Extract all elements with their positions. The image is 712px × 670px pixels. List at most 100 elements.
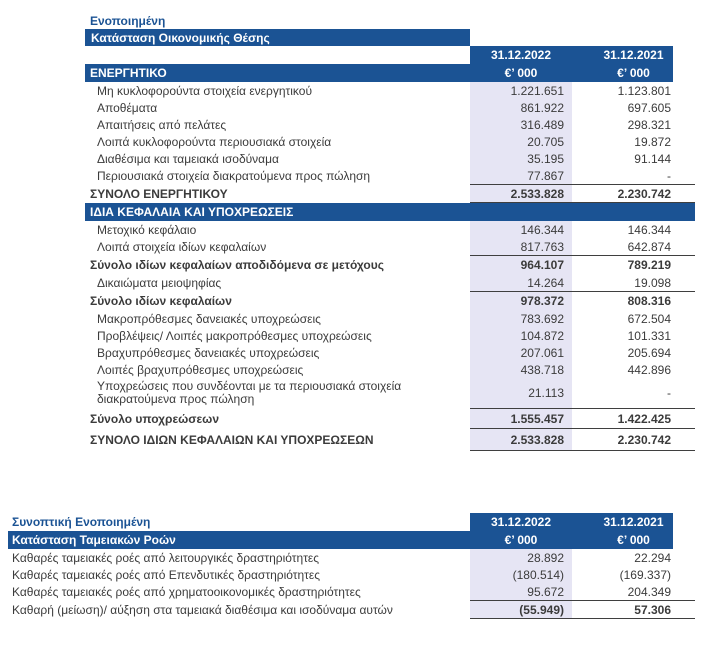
row-label: Αποθέματα <box>97 100 158 115</box>
value-2021: 57.306 <box>634 602 671 617</box>
row-label: Διαθέσιμα και ταμειακά ισοδύναμα <box>97 151 279 166</box>
value-2021: 205.694 <box>627 345 671 360</box>
unit-header-2021: €’ 000 <box>617 533 650 547</box>
row-label: Δικαιώματα μειοψηφίας <box>97 275 222 290</box>
value-2021: 2.230.742 <box>617 186 671 201</box>
section-header-label: ΙΔΙΑ ΚΕΦΑΛΑΙΑ ΚΑΙ ΥΠΟΧΡΕΩΣΕΙΣ <box>90 205 294 219</box>
row-values: 104.872 101.331 <box>470 327 695 344</box>
row-values: 1.555.457 1.422.425 <box>470 408 695 429</box>
table-row: Υποχρεώσεις που συνδέονται με τα περιουσ… <box>85 378 695 408</box>
table-row: Καθαρές ταμειακές ροές από χρηματοοικονο… <box>8 583 695 600</box>
column-header-2022: 31.12.2022 <box>490 515 552 529</box>
value-2021: 91.144 <box>634 151 671 166</box>
statement-scope-title: Ενοποιημένη <box>90 13 166 28</box>
row-label: Μετοχικό κεφάλαιο <box>97 222 197 237</box>
statement-title-row: Κατάσταση Οικονομικής Θέσης <box>85 29 695 46</box>
value-2021: 1.422.425 <box>617 411 671 426</box>
row-values: 2.533.828 2.230.742 <box>470 184 695 203</box>
value-2021: 2.230.742 <box>617 432 671 447</box>
unit-headers: €’ 000 €’ 000 <box>470 64 695 82</box>
table-row: Σύνολο ιδίων κεφαλαίων αποδιδόμενα σε με… <box>85 255 695 274</box>
table-row: Βραχυπρόθεσμες δανειακές υποχρεώσεις 207.… <box>85 344 695 361</box>
row-values: 95.672 204.349 <box>470 583 695 600</box>
column-header-2021: 31.12.2021 <box>603 515 664 529</box>
row-values: 2.533.828 2.230.742 <box>470 429 695 451</box>
unit-header-2022: €’ 000 <box>504 66 538 80</box>
row-values: 783.692 672.504 <box>470 310 695 327</box>
row-values: 28.892 22.294 <box>470 549 695 566</box>
value-2021: 101.331 <box>627 328 671 343</box>
row-label: Μακροπρόθεσμες δανειακές υποχρεώσεις <box>97 311 321 326</box>
row-label: Προβλέψεις/ Λοιπές μακροπρόθεσμες υποχρε… <box>97 328 372 343</box>
table-row: Λοιπά κυκλοφορούντα περιουσιακά στοιχεία… <box>85 133 695 150</box>
cash-flow-rows: Καθαρές ταμειακές ροές από λειτουργικές … <box>8 549 695 619</box>
value-2021: 146.344 <box>627 222 671 237</box>
column-dates-row: 31.12.2022 31.12.2021 <box>85 46 695 64</box>
dates-header-block: 31.12.2022 31.12.2021 <box>470 513 695 531</box>
row-label: Λοιπά κυκλοφορούντα περιουσιακά στοιχεία <box>97 134 332 149</box>
unit-header-2022: €’ 000 <box>504 533 538 547</box>
table-row: Διαθέσιμα και ταμειακά ισοδύναμα 35.195 91… <box>85 150 695 167</box>
row-label: Σύνολο υποχρεώσεων <box>90 411 219 426</box>
value-2022: 964.107 <box>470 256 572 274</box>
value-2022: 20.705 <box>470 133 572 150</box>
value-2021: 808.316 <box>627 294 671 308</box>
row-values: 146.344 146.344 <box>470 221 695 238</box>
value-2021: - <box>667 168 671 183</box>
value-2021: 1.123.801 <box>617 83 671 98</box>
value-2022: 1.221.651 <box>470 82 572 99</box>
table-row: Μη κυκλοφορούντα στοιχεία ενεργητικού 1.2… <box>85 82 695 99</box>
table-row: Δικαιώματα μειοψηφίας 14.264 19.098 <box>85 274 695 291</box>
value-2022: 14.264 <box>470 274 572 291</box>
row-values: 316.489 298.321 <box>470 116 695 133</box>
row-label: Βραχυπρόθεσμες δανειακές υποχρεώσεις <box>97 345 320 360</box>
value-2022: 77.867 <box>470 167 572 184</box>
value-2022: 2.533.828 <box>470 429 572 450</box>
assets-section-label: ΕΝΕΡΓΗΤΙΚΟ <box>90 66 167 80</box>
table-row: Καθαρή (μείωση)/ αύξηση στα ταμειακά δια… <box>8 600 695 619</box>
cash-flow-scope-title: Συνοπτική Ενοποιημένη <box>12 515 151 529</box>
value-2022: 817.763 <box>470 238 572 255</box>
value-2022: 2.533.828 <box>470 185 572 202</box>
value-2021: 19.872 <box>634 134 671 149</box>
unit-headers: €’ 000 €’ 000 <box>470 531 695 549</box>
row-label: Καθαρές ταμειακές ροές από χρηματοοικονο… <box>12 584 361 599</box>
row-label: Καθαρές ταμειακές ροές από Επενδυτικές δ… <box>12 567 321 582</box>
table-row: Λοιπά στοιχεία ιδίων κεφαλαίων 817.763 642… <box>85 238 695 255</box>
value-2022: (55.949) <box>470 601 572 618</box>
value-2022: 21.113 <box>470 378 572 408</box>
row-label: Καθαρές ταμειακές ροές από λειτουργικές … <box>12 550 320 565</box>
row-label: Μη κυκλοφορούντα στοιχεία ενεργητικού <box>97 83 313 98</box>
unit-header-2021: €’ 000 <box>617 66 650 80</box>
row-label: Λοιπά στοιχεία ιδίων κεφαλαίων <box>97 239 267 254</box>
value-2022: 207.061 <box>470 344 572 361</box>
row-values: (55.949) 57.306 <box>470 600 695 619</box>
value-2022: 438.718 <box>470 361 572 378</box>
row-values: (180.514) (169.337) <box>470 566 695 583</box>
section-header-bar: ΙΔΙΑ ΚΕΦΑΛΑΙΑ ΚΑΙ ΥΠΟΧΡΕΩΣΕΙΣ <box>85 203 695 221</box>
row-values: 77.867 - <box>470 167 695 184</box>
table-row: ΣΥΝΟΛΟ ΕΝΕΡΓΗΤΙΚΟΥ 2.533.828 2.230.742 <box>85 184 695 203</box>
cash-flow-title-bar: Κατάσταση Ταμειακών Ροών <box>12 533 176 547</box>
value-2022: 316.489 <box>470 116 572 133</box>
statement-title-bar: Κατάσταση Οικονομικής Θέσης <box>85 29 470 46</box>
value-2021: 672.504 <box>627 311 671 326</box>
value-2021: 697.605 <box>627 100 671 115</box>
value-2021: 22.294 <box>634 550 671 565</box>
table-row: Λοιπές βραχυπρόθεσμες υποχρεώσεις 438.718… <box>85 361 695 378</box>
dates-header-block: 31.12.2022 31.12.2021 <box>470 46 695 64</box>
row-values: 964.107 789.219 <box>470 255 695 274</box>
row-values: 1.221.651 1.123.801 <box>470 82 695 99</box>
table-row: ΣΥΝΟΛΟ ΙΔΙΩΝ ΚΕΦΑΛΑΙΩΝ ΚΑΙ ΥΠΟΧΡΕΩΣΕΩΝ 2.… <box>85 429 695 451</box>
value-2021: (169.337) <box>619 567 671 582</box>
value-2022: 146.344 <box>470 221 572 238</box>
assets-section-bar: ΕΝΕΡΓΗΤΙΚΟ €’ 000 €’ 000 <box>85 64 695 82</box>
column-header-2021: 31.12.2021 <box>603 48 664 62</box>
financial-position-rows: Μη κυκλοφορούντα στοιχεία ενεργητικού 1.2… <box>85 82 695 451</box>
value-2021: 298.321 <box>627 117 671 132</box>
dates-row-spacer <box>85 46 470 64</box>
row-label: ΣΥΝΟΛΟ ΕΝΕΡΓΗΤΙΚΟΥ <box>90 186 228 201</box>
row-label: ΣΥΝΟΛΟ ΙΔΙΩΝ ΚΕΦΑΛΑΙΩΝ ΚΑΙ ΥΠΟΧΡΕΩΣΕΩΝ <box>90 433 374 447</box>
row-label: Σύνολο ιδίων κεφαλαίων αποδιδόμενα σε με… <box>90 257 384 272</box>
table-row: Προβλέψεις/ Λοιπές μακροπρόθεσμες υποχρε… <box>85 327 695 344</box>
